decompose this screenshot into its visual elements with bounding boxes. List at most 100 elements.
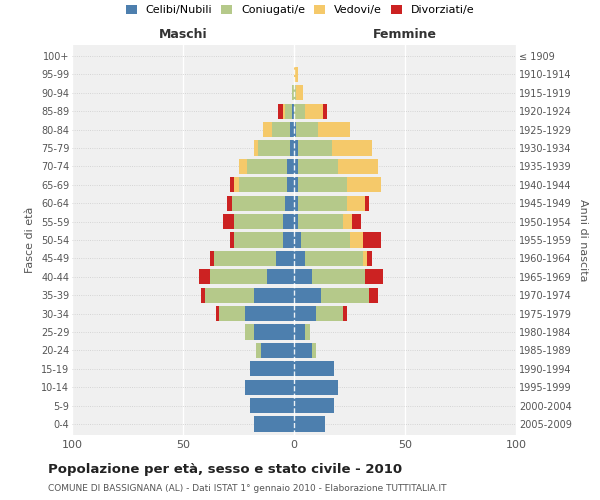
Bar <box>292 86 294 100</box>
Bar <box>363 251 367 266</box>
Bar <box>254 288 294 302</box>
Bar <box>298 140 332 156</box>
Bar <box>290 140 294 156</box>
Bar <box>245 324 254 340</box>
Bar <box>298 214 343 229</box>
Bar <box>294 86 296 100</box>
Bar <box>294 380 338 394</box>
Bar <box>294 288 320 302</box>
Bar <box>283 232 294 248</box>
Bar <box>367 251 372 266</box>
Bar <box>294 122 296 137</box>
Bar <box>250 361 294 376</box>
Bar <box>254 416 294 432</box>
Bar <box>245 380 294 394</box>
Bar <box>230 178 234 192</box>
Bar <box>294 196 298 211</box>
Bar <box>238 178 287 192</box>
Bar <box>320 288 370 302</box>
Bar <box>305 251 363 266</box>
Bar <box>298 178 347 192</box>
Bar <box>294 398 334 413</box>
Bar <box>294 232 301 248</box>
Bar <box>294 67 298 82</box>
Bar <box>285 104 292 119</box>
Y-axis label: Fasce di età: Fasce di età <box>25 207 35 273</box>
Bar <box>234 232 283 248</box>
Bar <box>245 306 294 321</box>
Bar <box>312 343 316 358</box>
Bar <box>232 196 285 211</box>
Bar <box>223 214 234 229</box>
Bar <box>349 232 363 248</box>
Bar <box>218 306 245 321</box>
Bar <box>205 288 254 302</box>
Bar <box>294 104 305 119</box>
Legend: Celibi/Nubili, Coniugati/e, Vedovi/e, Divorziati/e: Celibi/Nubili, Coniugati/e, Vedovi/e, Di… <box>121 0 479 20</box>
Bar <box>301 232 349 248</box>
Bar <box>294 306 316 321</box>
Bar <box>294 159 298 174</box>
Bar <box>298 159 338 174</box>
Bar <box>294 361 334 376</box>
Bar <box>370 288 379 302</box>
Bar <box>347 178 380 192</box>
Bar <box>343 306 347 321</box>
Bar <box>234 214 283 229</box>
Bar <box>201 288 205 302</box>
Bar <box>254 324 294 340</box>
Bar <box>363 232 380 248</box>
Bar <box>234 178 239 192</box>
Bar <box>272 122 290 137</box>
Bar <box>305 104 323 119</box>
Bar <box>209 251 214 266</box>
Bar <box>283 104 285 119</box>
Text: Femmine: Femmine <box>373 28 437 42</box>
Bar <box>298 196 347 211</box>
Bar <box>260 343 294 358</box>
Y-axis label: Anni di nascita: Anni di nascita <box>578 198 589 281</box>
Bar <box>332 140 372 156</box>
Bar <box>312 269 365 284</box>
Bar <box>256 343 260 358</box>
Bar <box>216 306 218 321</box>
Bar <box>305 324 310 340</box>
Bar <box>230 232 234 248</box>
Bar <box>268 269 294 284</box>
Bar <box>250 398 294 413</box>
Bar <box>278 104 283 119</box>
Bar <box>239 159 247 174</box>
Text: Maschi: Maschi <box>158 28 208 42</box>
Bar <box>365 196 370 211</box>
Bar <box>294 251 305 266</box>
Bar <box>352 214 361 229</box>
Bar <box>292 104 294 119</box>
Bar <box>276 251 294 266</box>
Bar <box>365 269 383 284</box>
Text: Popolazione per età, sesso e stato civile - 2010: Popolazione per età, sesso e stato civil… <box>48 462 402 475</box>
Bar <box>316 306 343 321</box>
Bar <box>294 214 298 229</box>
Bar <box>263 122 272 137</box>
Bar <box>214 251 276 266</box>
Bar <box>296 122 319 137</box>
Bar <box>338 159 379 174</box>
Bar <box>294 269 312 284</box>
Bar <box>294 140 298 156</box>
Bar <box>287 159 294 174</box>
Bar <box>294 343 312 358</box>
Text: COMUNE DI BASSIGNANA (AL) - Dati ISTAT 1° gennaio 2010 - Elaborazione TUTTITALIA: COMUNE DI BASSIGNANA (AL) - Dati ISTAT 1… <box>48 484 446 493</box>
Bar <box>323 104 328 119</box>
Bar <box>296 86 303 100</box>
Bar <box>259 140 290 156</box>
Bar <box>283 214 294 229</box>
Bar <box>347 196 365 211</box>
Bar <box>287 178 294 192</box>
Bar <box>254 140 259 156</box>
Bar <box>199 269 209 284</box>
Bar <box>247 159 287 174</box>
Bar <box>209 269 268 284</box>
Bar <box>290 122 294 137</box>
Bar <box>294 178 298 192</box>
Bar <box>319 122 349 137</box>
